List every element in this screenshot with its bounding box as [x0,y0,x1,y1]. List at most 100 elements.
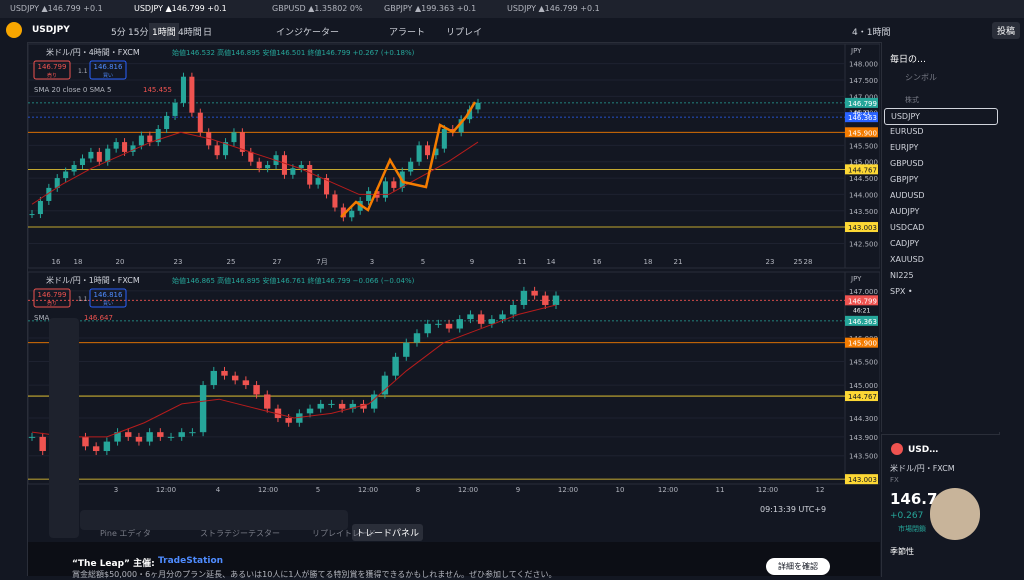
candle [349,210,355,218]
countdown: 46:21 [853,307,870,314]
detail-state: 市場閉鎖 [898,525,926,533]
bottom-tab[interactable]: リプレイトレード [312,529,376,538]
tab[interactable]: GBPUSD ▲1.35802 0% [272,4,363,13]
candle [391,181,397,188]
candle [520,290,528,305]
alert-button[interactable]: アラート [389,28,426,38]
candle [214,145,220,156]
watchlist-title[interactable]: 毎日の… [890,55,927,65]
watchlist-row[interactable]: XAUUSD [890,255,924,264]
left-toolbar [0,42,28,576]
candle [392,356,399,376]
y-tick-label: 144.000 [849,191,878,199]
candle [178,432,185,437]
level-tag [845,222,878,233]
candle [231,375,239,381]
candle [189,76,195,113]
candle [231,132,237,143]
watchlist-row[interactable]: AUDJPY [890,207,920,216]
replay-button[interactable]: リプレイ [446,28,483,38]
x-tick-label: 9 [470,258,474,266]
candle [467,314,474,320]
level-label: 143.003 [848,224,877,232]
y-tick-label: 143.500 [849,453,878,461]
ad-sponsor: TradeStation [158,556,224,566]
x-tick-label: 18 [74,258,83,266]
detail-section: 季節性 [890,547,914,556]
interval[interactable]: 15分 [128,28,149,38]
candle [416,145,422,162]
candle [265,164,271,169]
watchlist-row[interactable]: CADJPY [890,239,920,248]
spread: 1.1 [78,296,88,303]
tab[interactable]: USDJPY ▲146.799 +0.1 [10,4,103,13]
drawing-toolbar [49,318,79,538]
publish-button[interactable]: 投稿 [992,22,1021,39]
candle [197,112,203,133]
interval[interactable]: 5分 [111,28,126,38]
x-tick-label: 5 [316,486,320,494]
candle [125,432,132,437]
tab[interactable]: USDJPY ▲146.799 +0.1 [507,4,600,13]
tab[interactable]: USDJPY ▲146.799 +0.1 [124,0,246,20]
interval[interactable]: 4時間 [178,28,202,38]
bottom-tab[interactable]: Pine エディタ [100,529,151,538]
x-tick-label: 12 [816,486,825,494]
candle [285,418,292,423]
candle [189,432,196,434]
ohlc: 始値146.865 高値146.895 安値146.761 終値146.799 … [172,276,415,285]
candle [253,385,260,395]
level-label: 146.799 [848,100,877,108]
ad-button[interactable]: 詳細を確認 [766,558,830,575]
tab[interactable]: GBPJPY ▲199.363 +0.1 [384,4,477,13]
buy-box [89,288,127,308]
pane [28,43,880,269]
candle [552,295,560,305]
candle [340,207,346,218]
watchlist-row[interactable]: NI225 [890,271,914,280]
x-tick-label: 12:00 [758,486,778,494]
x-tick-label: 20 [116,258,125,266]
level-tag [845,112,878,123]
candle [408,161,414,172]
spread: 1.1 [78,68,88,75]
watchlist-row[interactable]: GBPJPY [890,175,919,184]
level-label: 146.363 [848,114,877,122]
candle [167,436,175,438]
detail-change: +0.267 [890,511,924,521]
x-tick-label: 12:00 [156,486,176,494]
symbol[interactable]: USDJPY [32,25,70,35]
candle [103,441,111,452]
indicators-button[interactable]: インジケーター [276,28,340,38]
y-tick-label: 142.500 [849,240,878,248]
layout-button[interactable]: 4・1時間 [852,28,891,38]
avatar[interactable] [6,22,22,38]
x-tick-label: 25 [227,258,236,266]
candle [315,178,321,185]
watchlist-row[interactable]: USDCAD [890,223,925,232]
candle [113,142,119,149]
x-tick-label: 11 [716,486,725,494]
watchlist-row[interactable]: EURJPY [890,143,919,152]
interval[interactable]: 日 [203,28,213,38]
indicator: SMA 20 close 0 SMA 5 [34,86,112,94]
watchlist-section: 株式 [905,96,919,104]
x-tick-label: 21 [674,258,683,266]
watchlist-row[interactable]: SPX • [890,287,913,296]
watchlist-row[interactable]: EURUSD [890,127,924,136]
y-tick-label: 145.500 [849,359,878,367]
bottom-tab[interactable]: ストラテジーテスター [200,529,280,538]
interval[interactable]: 1時間 [149,23,179,40]
currency: JPY [850,47,862,55]
watchlist-header: シンボル [905,73,937,82]
candle [360,403,367,409]
watchlist-row[interactable]: USDJPY [884,108,998,125]
watchlist-row[interactable]: GBPUSD [890,159,924,168]
candle [306,408,314,414]
candle [114,432,121,442]
x-tick-label: 18 [644,258,653,266]
level-label: 146.363 [848,318,877,326]
candle [441,129,447,149]
watchlist-row[interactable]: AUDUSD [890,191,925,200]
candle [328,403,335,405]
